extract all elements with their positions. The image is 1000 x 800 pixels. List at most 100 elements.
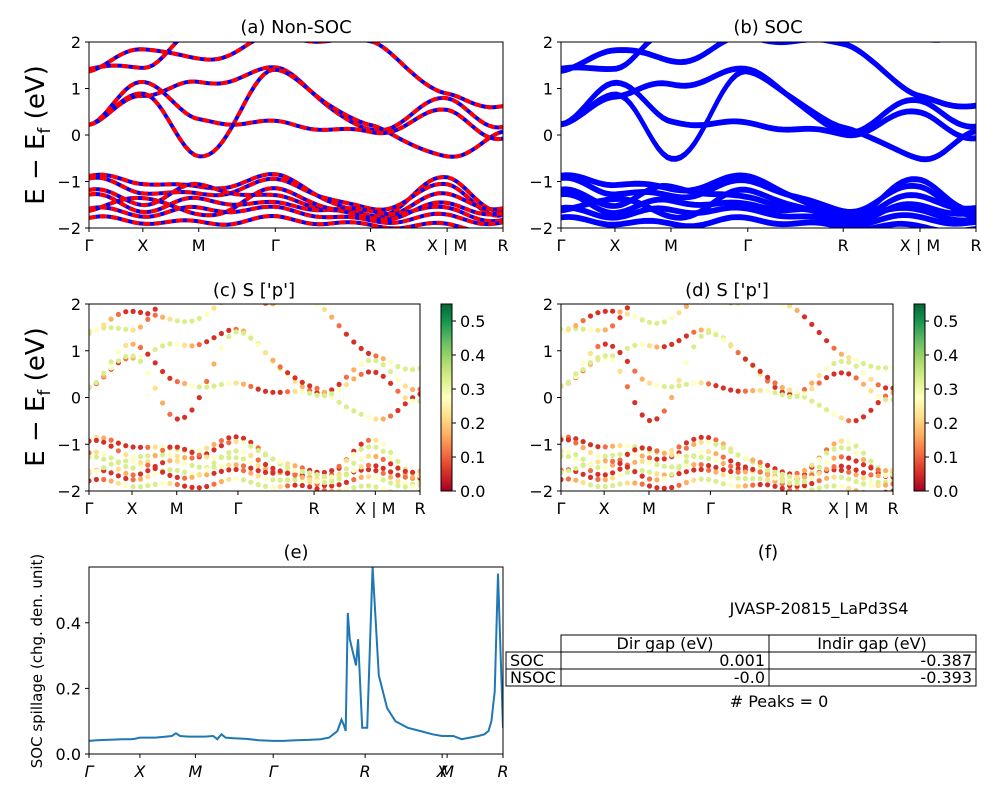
spillage-point (380, 448, 386, 454)
spillage-point (145, 474, 151, 480)
spillage-point (735, 475, 741, 481)
spillage-point (602, 472, 608, 478)
spillage-point (720, 467, 726, 473)
spillage-point (248, 479, 254, 485)
spillage-point (809, 480, 815, 487)
spillage-point (351, 467, 357, 474)
spillage-point (853, 458, 859, 464)
spillage-point (846, 418, 852, 424)
spillage-point (137, 309, 144, 315)
spillage-point (189, 343, 195, 349)
xtick-label: Γ (85, 236, 94, 255)
spillage-point (336, 381, 342, 387)
spillage-point (307, 390, 313, 396)
spillage-point (831, 292, 836, 297)
spillage-point (410, 484, 416, 490)
spillage-point (846, 439, 852, 445)
spillage-point (602, 453, 608, 459)
spillage-point (890, 397, 893, 403)
xtick-label: Γ (85, 762, 95, 781)
soc-band-split-11 (561, 189, 976, 225)
spillage-point (706, 435, 712, 441)
spillage-point (669, 484, 675, 491)
spillage-point (93, 437, 99, 443)
spillage-point (262, 304, 269, 306)
spillage-point (876, 294, 881, 299)
spillage-point (580, 456, 586, 462)
gap-table (505, 634, 977, 687)
spillage-point (204, 384, 210, 390)
spillage-point (137, 354, 144, 360)
xtick-label: R (414, 499, 425, 518)
panel-c-colorbar: 0.0 0.1 0.2 0.3 0.4 0.5 (440, 303, 485, 501)
spillage-point (329, 387, 335, 393)
spillage-point (182, 483, 188, 489)
spillage-point (130, 484, 136, 490)
spillage-point (883, 482, 889, 488)
spillage-point (299, 384, 305, 390)
spillage-point (683, 458, 690, 465)
spillage-point (189, 318, 195, 324)
spillage-point (676, 482, 682, 488)
spillage-point (602, 465, 608, 471)
spillage-point (720, 481, 726, 487)
panel-b-xticks: Γ X M Γ R X | M R (557, 228, 982, 255)
spillage-point (824, 375, 830, 381)
spillage-point (182, 446, 188, 452)
spillage-point (115, 349, 121, 355)
panel-e-yticks: 0.0 0.2 0.4 (56, 614, 89, 764)
spillage-point (380, 465, 386, 471)
spillage-point (860, 450, 867, 456)
spillage-point (329, 314, 335, 320)
spillage-point (380, 456, 386, 462)
spillage-point (860, 414, 867, 420)
spillage-point (167, 316, 173, 322)
spillage-point (654, 477, 660, 483)
spillage-point (211, 441, 217, 448)
spillage-point (402, 395, 408, 401)
spillage-point (395, 465, 401, 471)
spillage-point (204, 292, 209, 297)
table-row-soc-indir: -0.387 (920, 651, 972, 670)
spillage-point (358, 446, 364, 452)
spillage-point (115, 480, 121, 486)
spillage-point (639, 473, 645, 479)
spillage-point (860, 369, 867, 376)
spillage-point (691, 380, 697, 386)
spillage-point (226, 435, 232, 441)
spillage-point (587, 359, 594, 366)
spillage-point (706, 381, 712, 387)
spillage-point (787, 284, 792, 289)
spillage-point (831, 441, 837, 447)
panel-d-yticks: −2 −1 0 1 2 (529, 295, 561, 501)
spillage-point (720, 337, 726, 343)
spillage-point (373, 295, 378, 300)
spillage-point (277, 477, 283, 483)
spillage-point (587, 460, 594, 467)
spillage-point (890, 385, 893, 391)
spillage-point (580, 318, 586, 324)
spillage-point (757, 469, 763, 475)
soc-band-5 (561, 172, 976, 220)
spillage-point (329, 391, 335, 397)
spillage-point (307, 484, 313, 490)
spillage-point (632, 447, 638, 453)
spillage-point (381, 296, 386, 301)
spillage-point (137, 324, 144, 330)
spillage-point (351, 451, 357, 457)
spillage-point (101, 322, 107, 328)
spillage-point (816, 478, 822, 484)
spillage-point (860, 360, 867, 367)
spillage-point (388, 461, 394, 467)
spillage-point (182, 342, 188, 348)
spillage-point (853, 375, 859, 381)
panel-b-title: (b) SOC (733, 17, 802, 38)
spillage-point (299, 474, 305, 480)
spillage-point (794, 470, 800, 476)
spillage-point (211, 455, 217, 461)
spillage-point (226, 476, 232, 483)
spillage-point (343, 472, 349, 478)
xtick-label: R (497, 762, 508, 781)
spillage-point (809, 321, 815, 327)
table-row-nsoc-dir: -0.0 (734, 668, 765, 687)
